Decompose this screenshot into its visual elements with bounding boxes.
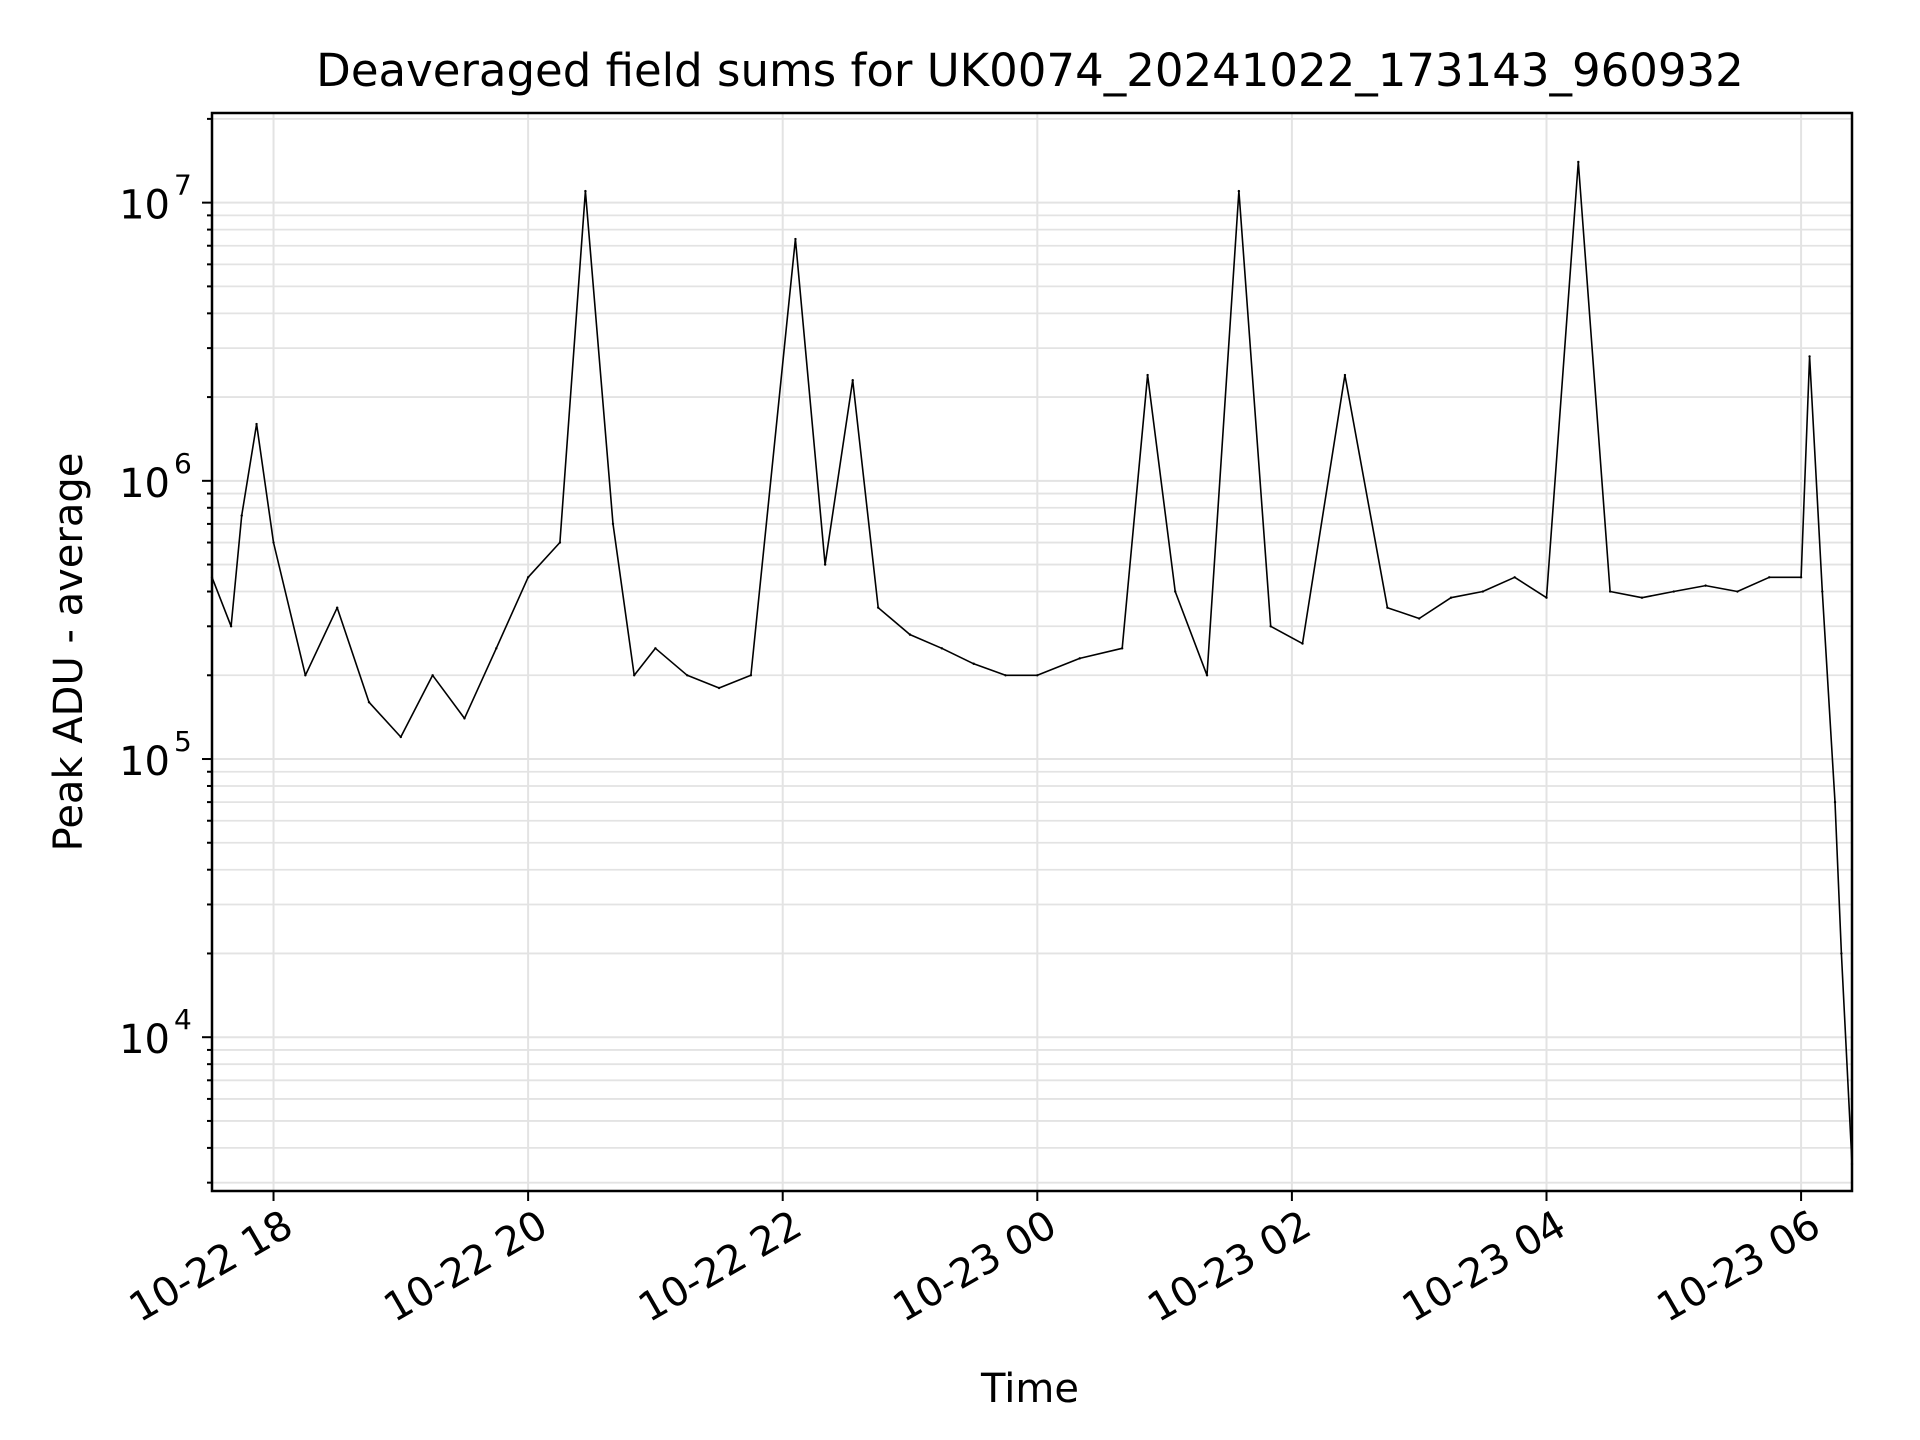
y-tick-label-exponent: 4 bbox=[174, 1003, 192, 1036]
data-point bbox=[908, 633, 912, 636]
data-point bbox=[940, 647, 944, 650]
y-tick-label: 10 bbox=[119, 183, 170, 229]
data-point bbox=[1417, 617, 1421, 620]
data-point bbox=[1640, 596, 1644, 599]
data-point bbox=[1386, 606, 1389, 609]
data-point bbox=[876, 606, 880, 609]
data-point bbox=[229, 625, 233, 628]
data-point bbox=[851, 378, 854, 382]
data-point bbox=[1004, 674, 1007, 677]
series-line bbox=[211, 161, 1853, 1165]
y-tick-label: 10 bbox=[119, 739, 170, 785]
data-point bbox=[1481, 590, 1485, 593]
data-point bbox=[1545, 596, 1548, 599]
data-point bbox=[1821, 590, 1824, 593]
y-tick-label: 10 bbox=[119, 461, 170, 507]
data-point bbox=[1078, 657, 1081, 660]
data-layer bbox=[210, 160, 1854, 1166]
data-point bbox=[526, 576, 530, 579]
y-tick-label: 10 bbox=[119, 1017, 170, 1063]
data-point bbox=[272, 541, 275, 544]
plot-frame bbox=[210, 111, 1854, 1193]
data-point bbox=[255, 422, 258, 426]
data-point bbox=[823, 563, 827, 566]
data-point bbox=[1237, 189, 1241, 193]
data-point bbox=[558, 541, 562, 544]
data-point bbox=[1672, 590, 1675, 593]
data-point bbox=[240, 514, 243, 517]
data-point bbox=[1833, 800, 1837, 804]
data-point bbox=[584, 189, 587, 193]
data-point bbox=[1768, 576, 1771, 579]
data-point bbox=[495, 647, 498, 650]
data-point bbox=[1449, 596, 1453, 599]
data-point bbox=[717, 686, 721, 690]
data-point bbox=[1146, 373, 1149, 377]
data-point bbox=[1799, 576, 1803, 579]
grid-layer bbox=[212, 113, 1852, 1191]
data-point bbox=[1174, 590, 1177, 593]
data-point bbox=[367, 701, 371, 704]
y-tick-label-exponent: 7 bbox=[174, 169, 192, 202]
data-point bbox=[632, 674, 636, 677]
data-point bbox=[399, 735, 403, 739]
data-point bbox=[972, 662, 975, 665]
data-point bbox=[686, 674, 689, 677]
data-point bbox=[431, 674, 434, 677]
data-point bbox=[1036, 674, 1039, 677]
data-point bbox=[1343, 373, 1347, 377]
data-point bbox=[611, 522, 615, 526]
data-point bbox=[1205, 674, 1209, 677]
data-point bbox=[749, 674, 753, 677]
data-point bbox=[304, 674, 307, 677]
chart-title: Deaveraged field sums for UK0074_2024102… bbox=[316, 44, 1744, 97]
y-tick-label-exponent: 5 bbox=[174, 725, 192, 758]
data-point bbox=[463, 717, 466, 720]
data-point bbox=[1513, 576, 1516, 579]
y-tick-label-exponent: 6 bbox=[174, 447, 192, 480]
data-point bbox=[1301, 642, 1304, 645]
y-axis-label: Peak ADU - average bbox=[46, 453, 92, 852]
x-axis-label: Time bbox=[980, 1366, 1079, 1412]
data-point bbox=[1704, 584, 1707, 587]
data-point bbox=[794, 237, 797, 241]
data-point bbox=[1808, 355, 1811, 358]
data-point bbox=[335, 606, 339, 609]
data-point bbox=[1120, 647, 1124, 650]
data-point bbox=[1577, 160, 1580, 164]
data-point bbox=[654, 647, 657, 650]
data-point bbox=[1736, 590, 1739, 593]
data-point bbox=[1269, 625, 1272, 628]
data-point bbox=[1608, 590, 1612, 593]
data-point bbox=[1840, 952, 1843, 955]
